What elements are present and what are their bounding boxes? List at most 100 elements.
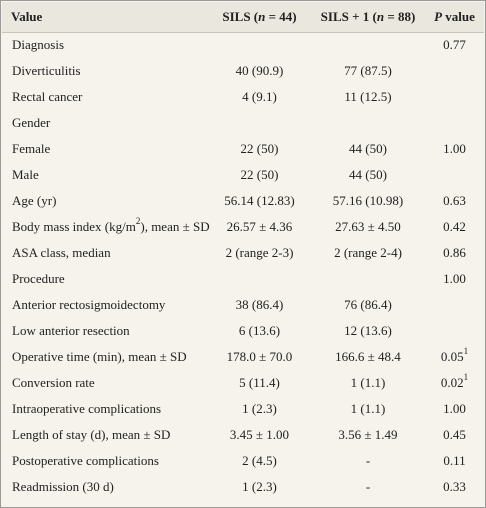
cell-p-value (425, 292, 484, 318)
cell-p-value: 0.051 (440, 346, 469, 364)
cell-sils: 2 (range 2-3) (225, 245, 294, 260)
table-row: Length of stay (d), mean ± SD 3.45 ± 1.00… (2, 422, 484, 448)
cell-p-value: 0.86 (443, 245, 466, 260)
row-label: Gender (12, 115, 51, 130)
table-header-row: Value SILS (n = 44) SILS + 1 (n = 88) P … (2, 2, 484, 33)
cell-sils-plus-1: 2 (range 2-4) (334, 245, 402, 260)
header-sils: SILS (n = 44) (208, 2, 311, 33)
table-row: Anterior rectosigmoidectomy 38 (86.4) 76 (… (2, 292, 484, 318)
cell-sils: 1 (2.3) (242, 479, 277, 494)
table-row: Age (yr) 56.14 (12.83) 57.16 (10.98) 0.63 (2, 188, 484, 214)
row-label: Body mass index (kg/m2), mean ± SD (12, 216, 210, 234)
row-label: Intraoperative complications (12, 401, 162, 416)
cell-sils (208, 266, 311, 292)
cell-p-value: 0.45 (443, 427, 466, 442)
cell-sils (208, 110, 311, 136)
row-label: Anterior rectosigmoidectomy (12, 297, 166, 312)
table-row: Conversion rate 5 (11.4) 1 (1.1) 0.021 (2, 370, 484, 396)
cell-sils-plus-1: 1 (1.1) (350, 401, 386, 416)
cell-p-value: 1.00 (443, 141, 466, 156)
row-label: Readmission (30 d) (12, 479, 114, 494)
row-label: Male (12, 167, 39, 182)
cell-sils: 40 (90.9) (235, 63, 284, 78)
cell-sils: 26.57 ± 4.36 (226, 219, 293, 234)
table-row: Low anterior resection 6 (13.6) 12 (13.6) (2, 318, 484, 344)
table-row: Diagnosis 0.77 (2, 32, 484, 58)
cell-sils: 22 (50) (240, 141, 279, 156)
header-value: Value (2, 2, 208, 33)
row-label: Length of stay (d), mean ± SD (12, 427, 171, 442)
cell-p-value (425, 84, 484, 110)
cell-sils-plus-1: 76 (86.4) (344, 297, 392, 312)
row-label: Age (yr) (12, 193, 57, 208)
cell-sils (208, 32, 311, 58)
cell-sils-plus-1: 44 (50) (349, 141, 387, 156)
label-superscript: 2 (135, 216, 141, 226)
cell-p-value: 0.021 (440, 372, 469, 390)
header-sils-plus-1: SILS + 1 (n = 88) (311, 2, 425, 33)
table-row: Postoperative complications 2 (4.5) - 0.11 (2, 448, 484, 474)
table-row: ASA class, median 2 (range 2-3) 2 (range 2… (2, 240, 484, 266)
cell-sils-plus-1: 1 (1.1) (350, 375, 386, 390)
cell-sils: 22 (50) (240, 167, 279, 182)
cell-p-value: 0.33 (443, 479, 466, 494)
cell-p-value (425, 58, 484, 84)
row-label: ASA class, median (12, 245, 111, 260)
cell-sils: 5 (11.4) (239, 375, 280, 390)
p-value-footnote-marker: 1 (463, 346, 469, 356)
cell-sils-plus-1: 44 (50) (349, 167, 387, 182)
cell-sils: 1 (2.3) (242, 401, 277, 416)
cell-sils-plus-1: 12 (13.6) (344, 323, 392, 338)
cell-p-value (425, 162, 484, 188)
cell-sils-plus-1: 11 (12.5) (344, 89, 392, 104)
cell-sils: 38 (86.4) (235, 297, 284, 312)
row-label: Conversion rate (12, 375, 95, 390)
table-body: Diagnosis 0.77 Diverticulitis 40 (90.9) 77 (… (2, 32, 484, 500)
row-label: Operative time (min), mean ± SD (12, 349, 187, 364)
table-row: Body mass index (kg/m2), mean ± SD 26.57 … (2, 214, 484, 240)
row-label: Diagnosis (12, 37, 64, 53)
cell-p-value: 1.00 (443, 401, 466, 416)
row-label: Postoperative complications (12, 453, 159, 468)
table-row: Readmission (30 d) 1 (2.3) - 0.33 (2, 474, 484, 500)
table-row: Gender (2, 110, 484, 136)
cell-p-value (425, 318, 484, 344)
cell-sils: 3.45 ± 1.00 (229, 427, 290, 442)
row-label: Low anterior resection (12, 323, 130, 338)
cell-p-value: 0.77 (443, 37, 466, 53)
table-row: Intraoperative complications 1 (2.3) 1 (1.… (2, 396, 484, 422)
table-row: Operative time (min), mean ± SD 178.0 ± 7… (2, 344, 484, 370)
table-row: Diverticulitis 40 (90.9) 77 (87.5) (2, 58, 484, 84)
cell-sils: 178.0 ± 70.0 (226, 349, 293, 364)
cell-sils-plus-1 (311, 32, 425, 58)
cell-sils-plus-1: 77 (87.5) (344, 63, 392, 78)
cell-sils-plus-1 (311, 110, 425, 136)
table-row: Procedure 1.00 (2, 266, 484, 292)
row-label: Diverticulitis (12, 63, 81, 78)
cell-sils-plus-1: - (365, 479, 371, 494)
comparison-table: Value SILS (n = 44) SILS + 1 (n = 88) P … (2, 2, 484, 500)
cell-sils: 4 (9.1) (242, 89, 277, 104)
p-value-footnote-marker: 1 (463, 372, 469, 382)
table-row: Female 22 (50) 44 (50) 1.00 (2, 136, 484, 162)
cell-sils: 6 (13.6) (238, 323, 281, 338)
cell-p-value: 0.11 (443, 453, 466, 468)
cell-sils-plus-1: - (365, 453, 371, 468)
row-label: Rectal cancer (12, 89, 83, 104)
header-p-value: P value (425, 2, 484, 33)
table-row: Rectal cancer 4 (9.1) 11 (12.5) (2, 84, 484, 110)
row-label: Procedure (12, 271, 65, 286)
cell-p-value: 0.42 (443, 219, 466, 234)
row-label: Female (12, 141, 51, 156)
cell-p-value (425, 110, 484, 136)
cell-sils-plus-1: 166.6 ± 48.4 (335, 349, 401, 364)
table-row: Male 22 (50) 44 (50) (2, 162, 484, 188)
cell-p-value: 0.63 (443, 193, 466, 208)
cell-p-value: 1.00 (443, 271, 466, 286)
cell-sils: 2 (4.5) (242, 453, 277, 468)
cell-sils-plus-1: 27.63 ± 4.50 (335, 219, 401, 234)
cell-sils-plus-1: 3.56 ± 1.49 (338, 427, 398, 442)
cell-sils-plus-1: 57.16 (10.98) (332, 193, 404, 208)
cell-sils: 56.14 (12.83) (224, 193, 295, 208)
